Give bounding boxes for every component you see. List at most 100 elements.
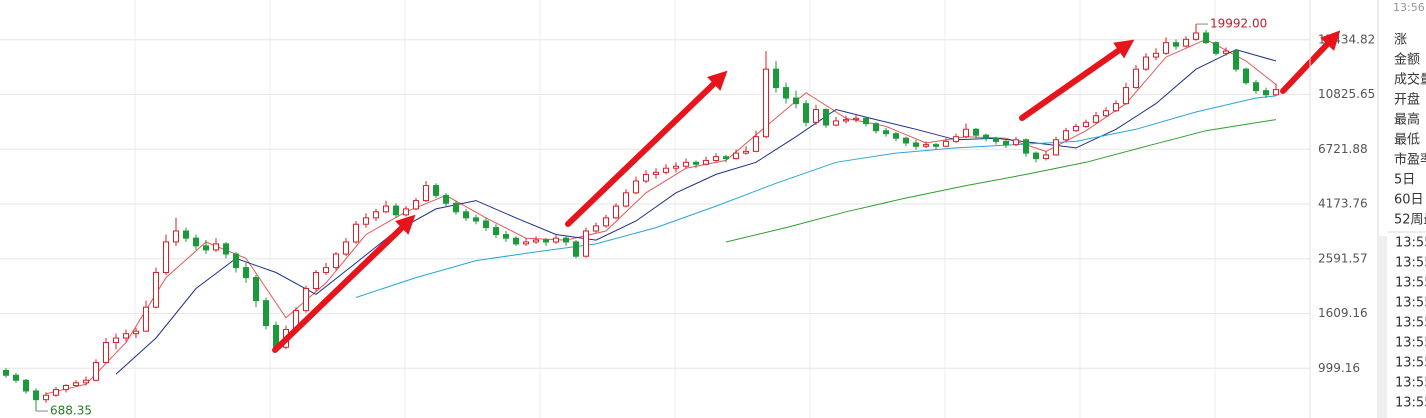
candle-body (1263, 90, 1269, 96)
candle-body (1023, 139, 1029, 154)
candle-body (243, 267, 249, 279)
candle-body (933, 144, 939, 147)
trend-arrows (272, 30, 1341, 353)
candle-body (143, 306, 149, 332)
candle-body (383, 205, 389, 213)
candle-body (563, 237, 569, 243)
candle-body (123, 333, 129, 339)
candle-body (743, 150, 749, 154)
candle-body (503, 234, 509, 239)
candle-body (43, 394, 49, 401)
candle-body (653, 171, 659, 175)
candle-body (1153, 52, 1159, 58)
candle-body (1083, 121, 1089, 127)
arrow (272, 214, 416, 353)
panel-time-row: 13:55 (1395, 276, 1426, 291)
candle-body (983, 134, 989, 139)
candle-body (23, 379, 29, 392)
candle-body (493, 227, 499, 236)
candle-body (1223, 50, 1229, 54)
candle-body (553, 237, 559, 243)
candle-body (823, 109, 829, 126)
ma-line (115, 49, 1277, 375)
candle-body (873, 123, 879, 132)
candle-body (1123, 87, 1129, 105)
candle-body (433, 185, 439, 196)
ma-line (725, 119, 1277, 243)
candle-body (233, 253, 239, 269)
panel-label: 52周最高 (1394, 212, 1426, 228)
candle-body (593, 225, 599, 232)
candle-body (1053, 139, 1059, 156)
candle-body (423, 185, 429, 202)
candle-body (883, 130, 889, 135)
candle-body (723, 156, 729, 160)
candle-body (1063, 130, 1069, 141)
panel-time-row: 13:55 (1395, 296, 1426, 311)
candle-body (53, 389, 59, 396)
panel-label: 最低 (1394, 133, 1420, 148)
ma-line (45, 38, 1277, 395)
candle-body (893, 133, 899, 139)
candle-body (603, 217, 609, 227)
candle-body (203, 245, 209, 251)
candle-body (343, 241, 349, 255)
candle-body (1183, 38, 1189, 47)
panel-time-row: 13:55 (1395, 256, 1426, 271)
panel-time-row: 13:55 (1395, 376, 1426, 391)
panel-label: 最高 (1394, 112, 1420, 128)
candle-body (863, 117, 869, 125)
candle-body (1033, 152, 1039, 160)
candle-body (533, 239, 539, 243)
candle-body (1103, 110, 1109, 117)
candle-body (313, 271, 319, 290)
candle-body (1173, 42, 1179, 47)
max-label: 19992.00 (1210, 17, 1267, 31)
candle-body (1163, 42, 1169, 54)
y-tick-label: 6721.88 (1318, 142, 1368, 156)
candle-body (263, 300, 269, 326)
candle-body (213, 243, 219, 251)
vertical-grid (134, 0, 1216, 418)
candle-body (953, 136, 959, 142)
candle-body (1233, 50, 1239, 70)
panel-label: 市盈率 (1394, 152, 1426, 168)
candle-body (613, 205, 619, 219)
candle-body (333, 253, 339, 269)
candle-body (63, 384, 69, 391)
candle-body (843, 119, 849, 122)
candle-body (583, 230, 589, 257)
arrow (1019, 39, 1135, 121)
candle-body (1013, 139, 1019, 146)
labels: 19992.00 688.35 (36, 17, 1267, 418)
candle-body (923, 144, 929, 147)
panel-time-row: 13:55 (1395, 316, 1426, 331)
candle-body (943, 140, 949, 147)
candle-body (713, 156, 719, 161)
candle-body (803, 103, 809, 123)
candle-body (463, 211, 469, 219)
candle-body (93, 362, 99, 381)
moving-averages (45, 38, 1277, 395)
candle-body (1213, 42, 1219, 54)
candle-body (913, 142, 919, 147)
panel-rows: 涨金额成交量开盘最高最低市盈率 5日 60日 52周最高 13:55 13:55 13:55… (1394, 33, 1426, 411)
y-tick-label: 999.16 (1318, 361, 1360, 375)
candle-body (223, 243, 229, 255)
panel-label: 金额 (1394, 52, 1420, 68)
candle-body (173, 230, 179, 243)
arrow (565, 70, 728, 227)
min-label: 688.35 (50, 404, 92, 418)
candle-body (253, 277, 259, 302)
candle-body (773, 68, 779, 89)
candle-body (1113, 103, 1119, 112)
candle-body (133, 330, 139, 335)
panel-label: 成交量 (1394, 72, 1426, 88)
panel-time: 13:56 (1393, 1, 1425, 14)
candle-body (33, 390, 39, 401)
candle-body (163, 241, 169, 273)
candle-body (103, 342, 109, 364)
grid: 999.16 1609.16 2591.57 4173.76 6721.88 10825.… (0, 32, 1375, 375)
candle-body (443, 194, 449, 204)
